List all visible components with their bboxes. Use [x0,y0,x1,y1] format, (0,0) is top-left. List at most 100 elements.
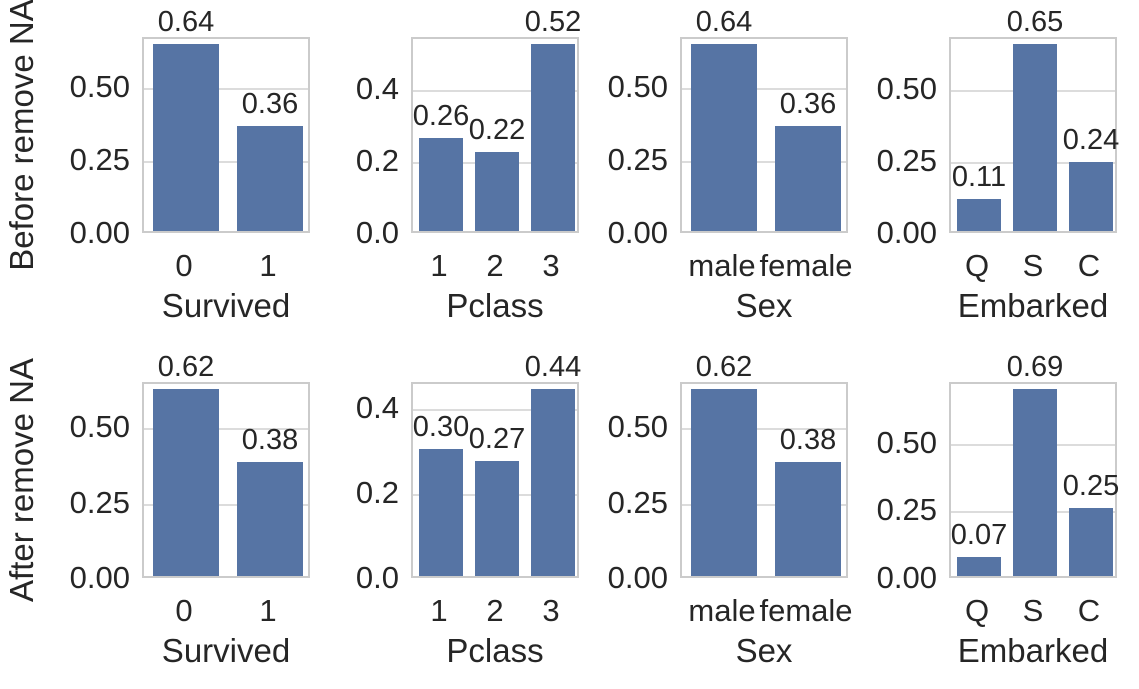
bar-value-label: 0.36 [779,87,837,120]
gridline [682,88,846,91]
x-axis-title-sex: Sex [735,287,793,324]
x-axis-title-embarked: Embarked [957,632,1109,669]
bar-value-label: 0.52 [524,5,582,38]
plot-area-survived-row0: 0.64 0.36 [142,6,310,233]
bar-survived-0 [153,44,219,231]
y-tick-label: 0.50 [607,69,668,104]
bar-value-label: 0.22 [468,113,526,146]
x-tick-label: C [1077,248,1101,283]
bar-value-label: 0.64 [695,5,753,38]
gridline [682,161,846,164]
y-tick-label: 0.25 [69,142,130,177]
bar-value-label: 0.07 [950,518,1008,551]
plot-area-pclass-row1: 0.30 0.27 0.44 [411,351,581,578]
bar-value-label: 0.38 [241,423,299,456]
plot-area-pclass-row0: 0.26 0.22 0.52 [411,6,581,233]
y-tick-label: 0.00 [69,560,130,595]
y-tick-label: 0.50 [607,409,668,444]
y-tick-label: 0.00 [607,215,668,250]
x-axis-title-sex: Sex [735,632,793,669]
bar-value-label: 0.38 [779,423,837,456]
x-tick-label: 1 [259,248,277,283]
bar-value-label: 0.27 [468,422,526,455]
x-tick-label: 1 [430,248,448,283]
bar-value-label: 0.44 [524,350,582,383]
bar-embarked-C [1069,508,1113,576]
x-tick-label: female [759,593,853,628]
y-tick-label: 0.00 [876,560,937,595]
bar-survived-0 [153,389,219,576]
x-tick-label: S [1022,593,1044,628]
bar-embarked-S [1013,389,1057,576]
x-tick-label: C [1077,593,1101,628]
bar-sex-female [775,462,841,576]
bar-embarked-S [1013,44,1057,231]
bar-pclass-2 [475,461,519,576]
gridline [682,428,846,431]
plot-area-embarked-row1: 0.07 0.69 0.25 [949,351,1120,578]
bar-value-label: 0.69 [1006,350,1064,383]
bar-value-label: 0.11 [951,160,1007,193]
gridline [413,90,577,93]
bar-value-label: 0.62 [157,350,215,383]
x-axis-title-survived: Survived [161,632,291,669]
y-tick-label: 0.50 [876,71,937,106]
y-tick-label: 0.25 [607,485,668,520]
bar-survived-1 [237,126,303,231]
bar-value-label: 0.25 [1062,469,1120,502]
x-tick-label: female [759,248,853,283]
bar-embarked-Q [957,557,1001,576]
y-tick-label: 0.50 [876,425,937,460]
y-tick-label: 0.2 [355,475,399,510]
x-tick-label: 3 [542,593,560,628]
plot-area-sex-row0: 0.64 0.36 [680,6,848,233]
bar-value-label: 0.36 [241,87,299,120]
x-tick-label: male [688,248,756,283]
bar-embarked-C [1069,162,1113,231]
y-tick-label: 0.0 [355,560,399,595]
x-tick-label: 2 [486,248,504,283]
bar-pclass-2 [475,152,519,231]
x-tick-label: 2 [486,593,504,628]
y-tick-label: 0.25 [69,485,130,520]
x-tick-label: 0 [175,593,193,628]
y-tick-label: 0.50 [69,69,130,104]
bar-value-label: 0.64 [157,5,215,38]
gridline [144,503,308,506]
gridline [144,161,308,164]
gridline [144,88,308,91]
plot-area-embarked-row0: 0.11 0.65 0.24 [949,6,1120,233]
bar-value-label: 0.24 [1062,123,1120,156]
gridline [413,409,577,412]
x-tick-label: 3 [542,248,560,283]
bar-pclass-1 [419,138,463,231]
bar-value-label: 0.30 [412,410,470,443]
bar-survived-1 [237,462,303,576]
bar-pclass-3 [531,389,575,576]
bar-sex-female [775,126,841,231]
x-axis-title-pclass: Pclass [446,632,544,669]
y-tick-label: 0.25 [876,492,937,527]
bar-pclass-3 [531,44,575,231]
y-tick-label: 0.25 [876,143,937,178]
y-tick-label: 0.50 [69,409,130,444]
bar-sex-male [691,44,757,231]
x-axis-title-pclass: Pclass [446,287,544,324]
bar-embarked-Q [957,199,1001,231]
y-tick-label: 0.00 [607,560,668,595]
y-tick-label: 0.4 [355,71,399,106]
x-axis-title-survived: Survived [161,287,291,324]
x-tick-label: male [688,593,756,628]
bar-sex-male [691,389,757,576]
y-tick-label: 0.4 [355,390,399,425]
bar-value-label: 0.26 [412,99,470,132]
x-tick-label: 1 [259,593,277,628]
x-tick-label: 0 [175,248,193,283]
plot-area-survived-row1: 0.62 0.38 [142,351,310,578]
y-tick-label: 0.00 [69,215,130,250]
x-tick-label: S [1022,248,1044,283]
bar-pclass-1 [419,449,463,576]
x-tick-label: 1 [430,593,448,628]
gridline [144,428,308,431]
